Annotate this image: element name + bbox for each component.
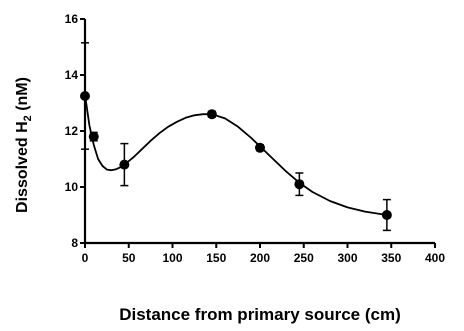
x-tick-label: 350 [381,251,401,265]
data-point [294,179,305,190]
x-tick-label: 100 [162,251,182,265]
x-tick-label: 150 [206,251,226,265]
x-tick-label: 200 [250,251,270,265]
data-point [206,109,217,120]
data-point [255,142,265,153]
y-axis-label: Dissolved H2 (nM) [14,77,34,213]
x-tick-label: 300 [337,251,357,265]
fit-curve [84,94,388,216]
x-tick-label: 0 [82,251,89,265]
y-tick-label: 16 [65,12,79,26]
plot-area: 8 10 12 14 16 0 50 100 150 200 250 300 350 400 [65,12,446,265]
data-point [88,131,99,142]
y-tick-label: 8 [71,236,78,250]
x-axis-label: Distance from primary source (cm) [119,305,401,324]
x-tick-label: 400 [425,251,445,265]
y-tick-label: 14 [65,68,79,82]
data-point [119,159,130,170]
y-tick-label: 10 [65,180,79,194]
x-tick-label: 50 [122,251,136,265]
data-point [381,210,392,220]
data-point [80,91,90,101]
y-tick-label: 12 [65,124,79,138]
x-tick-label: 250 [294,251,314,265]
